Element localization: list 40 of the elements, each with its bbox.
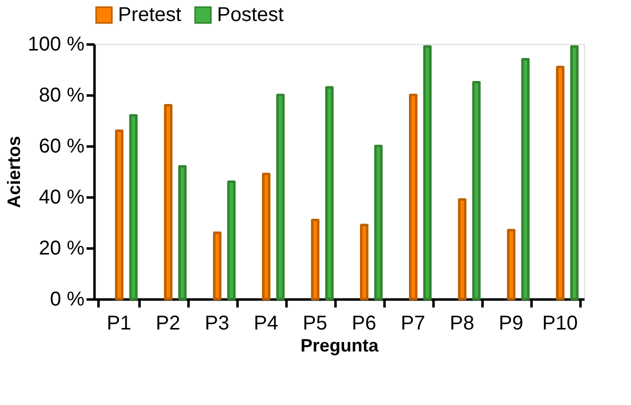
y-tick-label: 0 %	[50, 288, 85, 310]
bar	[129, 114, 138, 300]
y-tick-label: 60 %	[38, 136, 85, 158]
y-tick-label: 80 %	[38, 84, 85, 106]
bar	[178, 165, 187, 300]
x-tick-label: P2	[156, 312, 180, 334]
bar	[374, 144, 383, 300]
y-tick-label: 20 %	[38, 238, 85, 260]
bar	[458, 198, 466, 300]
x-tick-label: P1	[106, 312, 132, 334]
bar	[556, 66, 564, 300]
x-tick-label: P4	[254, 312, 278, 334]
x-tick-label: P3	[204, 312, 230, 334]
bar	[114, 129, 124, 300]
bar	[227, 180, 236, 300]
y-tick-label: 40 %	[38, 186, 85, 208]
x-tick-label: P8	[450, 312, 474, 334]
bar	[570, 45, 579, 300]
legend-label: Pretest	[118, 4, 182, 26]
x-tick-label: P6	[352, 312, 376, 334]
x-tick-label: P5	[302, 312, 328, 334]
bar	[506, 228, 516, 300]
x-tick-label: P10	[542, 312, 578, 334]
bar	[262, 172, 270, 300]
legend-label: Postest	[217, 4, 284, 26]
bar	[360, 224, 368, 300]
y-axis-title: Aciertos	[4, 136, 24, 208]
bar	[521, 58, 530, 300]
bar	[212, 231, 222, 300]
bar	[276, 94, 285, 300]
bar	[472, 81, 481, 300]
bar	[408, 94, 418, 300]
bar	[423, 45, 432, 300]
y-tick-label: 100 %	[28, 34, 85, 56]
x-tick-label: P7	[400, 312, 426, 334]
x-axis-title: Pregunta	[300, 336, 380, 356]
bar	[325, 86, 334, 300]
bar	[164, 104, 172, 300]
x-tick-label: P9	[498, 312, 524, 334]
bar	[310, 218, 320, 300]
